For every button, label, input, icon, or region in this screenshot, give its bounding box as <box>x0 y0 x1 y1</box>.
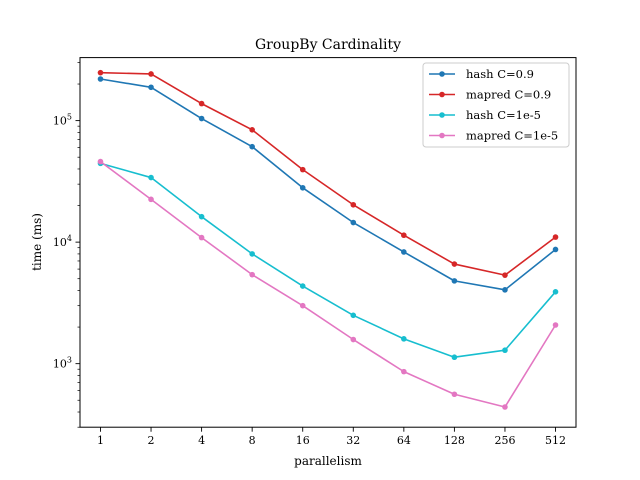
data-point <box>401 336 407 342</box>
data-point <box>451 278 458 284</box>
legend-label: hash C=1e-5 <box>466 108 541 122</box>
legend-box <box>422 62 570 148</box>
data-point <box>249 251 255 257</box>
data-point <box>401 249 407 255</box>
data-point <box>198 115 205 122</box>
data-point <box>552 289 559 295</box>
x-tick-label: 64 <box>397 434 411 447</box>
y-tick-label: 104 <box>53 234 72 249</box>
legend-marker <box>439 91 445 98</box>
data-point <box>198 213 205 220</box>
data-point <box>350 336 357 343</box>
y-axis-label: time (ms) <box>30 213 44 271</box>
legend-label: mapred C=0.9 <box>466 88 551 102</box>
data-point <box>148 84 154 91</box>
data-point <box>552 246 559 253</box>
data-point <box>249 127 255 133</box>
data-point <box>97 76 104 82</box>
legend-label: hash C=0.9 <box>466 67 534 81</box>
data-point <box>401 368 407 375</box>
legend-marker <box>439 132 445 139</box>
data-point <box>198 234 205 241</box>
data-point <box>299 166 306 173</box>
x-tick-label: 128 <box>444 434 465 447</box>
data-point <box>97 158 104 165</box>
x-tick-label: 1 <box>97 434 104 447</box>
chart-title: GroupBy Cardinality <box>255 37 401 53</box>
series-line-0 <box>100 78 557 291</box>
legend: hash C=0.9 mapred C=0.9 hash C=1e-5 mapred … <box>422 62 570 148</box>
y-axis: 103 104 105 <box>53 62 80 428</box>
series-layer <box>97 69 559 410</box>
data-point <box>451 261 458 267</box>
data-point <box>502 404 508 410</box>
data-point <box>350 312 357 319</box>
series-line-2 <box>100 162 557 359</box>
data-point <box>148 174 154 181</box>
legend-marker <box>439 71 445 77</box>
legend-label: mapred C=1e-5 <box>466 129 558 143</box>
x-tick-label: 2 <box>148 434 155 447</box>
data-point <box>502 272 508 278</box>
data-point <box>148 196 154 203</box>
x-axis-label: parallelism <box>294 454 362 468</box>
data-point <box>249 271 255 278</box>
data-point <box>249 143 255 150</box>
data-point <box>552 234 559 240</box>
x-tick-label: 512 <box>545 434 566 447</box>
data-point <box>350 219 357 226</box>
data-point <box>401 232 407 239</box>
data-point <box>502 287 508 293</box>
data-point <box>451 354 458 361</box>
y-tick-label: 103 <box>53 356 72 371</box>
data-point <box>299 184 306 191</box>
data-point <box>198 100 205 107</box>
data-point <box>451 391 458 398</box>
y-tick-label: 105 <box>53 113 72 128</box>
data-point <box>299 283 306 289</box>
series-line-3 <box>100 160 557 408</box>
x-tick-label: 16 <box>296 434 310 447</box>
x-tick-label: 4 <box>198 434 205 447</box>
data-point <box>148 71 154 77</box>
data-point <box>299 302 306 309</box>
x-tick-label: 32 <box>346 434 360 447</box>
legend-marker <box>439 112 445 118</box>
x-axis: 1 2 4 8 16 32 64 128 256 512 <box>97 427 566 447</box>
data-point <box>552 322 559 328</box>
data-point <box>97 69 104 76</box>
data-point <box>502 347 508 354</box>
x-tick-label: 8 <box>249 434 256 447</box>
x-tick-label: 256 <box>494 434 515 447</box>
data-point <box>350 201 357 208</box>
series-line-1 <box>100 71 557 276</box>
plot-frame <box>79 57 577 428</box>
